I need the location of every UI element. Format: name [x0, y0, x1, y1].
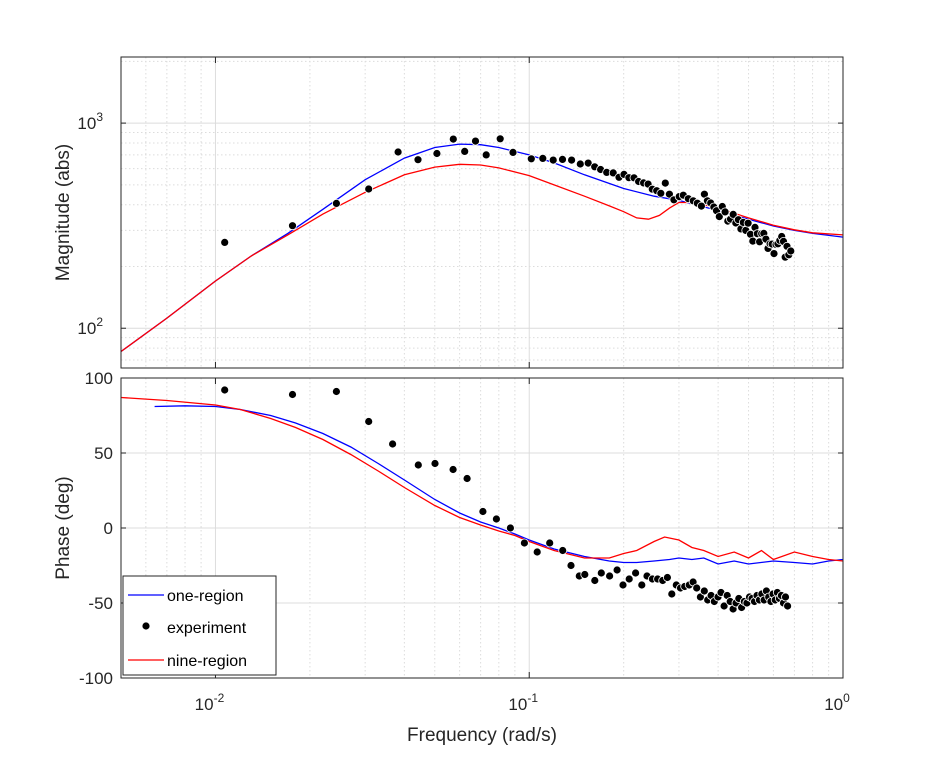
phase-experiment-point	[783, 601, 792, 611]
magnitude-experiment-point	[608, 168, 618, 178]
phase-experiment-point	[663, 573, 672, 582]
phase-experiment-point	[580, 570, 590, 579]
magnitude-experiment-point	[575, 159, 585, 169]
phase-series	[120, 385, 844, 614]
phase-experiment-point	[699, 586, 709, 596]
magnitude-experiment-point	[567, 155, 576, 165]
magnitude-grid	[121, 57, 843, 368]
phase-experiment-point	[331, 387, 341, 396]
phase-experiment-point	[596, 568, 606, 578]
phase-experiment-point	[364, 417, 374, 426]
magnitude-experiment-point	[481, 150, 491, 160]
phase-experiment-point	[781, 592, 790, 602]
phase-experiment-point	[462, 474, 472, 483]
phase-experiment-point	[637, 580, 647, 590]
legend: one-region experiment nine-region	[122, 575, 277, 676]
magnitude-experiment-point	[220, 237, 230, 247]
magnitude-experiment-point	[583, 158, 593, 168]
phase-experiment-point	[631, 568, 640, 578]
phase-experiment-point	[478, 507, 488, 516]
phase-experiment-point	[590, 576, 600, 585]
magnitude-experiment-point	[460, 146, 470, 156]
phase-ytick-label: -100	[79, 669, 113, 688]
magnitude-experiment-point	[538, 153, 548, 163]
magnitude-experiment-point	[393, 147, 403, 157]
magnitude-ylabel: Magnitude (abs)	[53, 144, 74, 281]
magnitude-experiment-point	[728, 209, 738, 219]
phase-experiment-point	[288, 390, 297, 399]
magnitude-experiment-point	[413, 155, 423, 165]
magnitude-experiment-point	[448, 134, 458, 144]
phase-experiment-point	[719, 601, 729, 611]
phase-xtick-label: 100	[824, 691, 850, 714]
phase-experiment-point	[505, 523, 515, 533]
magnitude-ytick-label: 102	[77, 315, 103, 338]
frequency-xlabel: Frequency (rad/s)	[407, 725, 557, 746]
magnitude-axes-box	[120, 56, 844, 369]
phase-ytick-label: 0	[104, 519, 113, 538]
phase-panel: -100 -50 0 50 100 10-2 10-1 100 Phase (deg) Fre…	[53, 369, 850, 746]
phase-experiment-point	[388, 439, 398, 449]
magnitude-experiment-point	[720, 207, 730, 217]
phase-ytick-label: 50	[94, 444, 113, 463]
phase-experiment-point	[220, 385, 230, 395]
magnitude-experiment-point	[714, 212, 724, 222]
phase-experiment-point	[532, 547, 542, 557]
magnitude-ticks: 102 103	[77, 57, 844, 368]
magnitude-series	[120, 134, 844, 353]
magnitude-experiment-point	[364, 184, 374, 194]
phase-experiment-point	[692, 583, 702, 593]
phase-one-region-line	[154, 405, 844, 565]
phase-experiment-point	[430, 459, 440, 468]
magnitude-ytick-label: 103	[77, 110, 103, 133]
magnitude-panel: 102 103 Magnitude (abs)	[53, 56, 844, 369]
magnitude-experiment-point	[769, 249, 779, 259]
magnitude-experiment-point	[743, 218, 753, 228]
legend-experiment-label: experiment	[167, 620, 247, 637]
phase-experiment-point	[448, 465, 458, 474]
magnitude-experiment-point	[558, 154, 567, 164]
phase-experiment-point	[624, 574, 634, 584]
magnitude-experiment-point	[548, 155, 558, 165]
magnitude-experiment-point	[288, 221, 297, 231]
magnitude-experiment-point	[495, 134, 505, 144]
magnitude-experiment-point	[660, 178, 670, 188]
magnitude-experiment-point	[331, 198, 341, 208]
phase-nine-region-line	[120, 396, 844, 562]
phase-experiment-point	[618, 580, 628, 590]
magnitude-experiment-point	[432, 149, 442, 158]
phase-ytick-label: 100	[85, 369, 113, 388]
magnitude-experiment-point	[697, 201, 706, 211]
magnitude-experiment-point	[786, 246, 796, 256]
magnitude-experiment-point	[471, 136, 480, 146]
phase-experiment-point	[667, 589, 677, 599]
legend-one-region-label: one-region	[167, 588, 244, 605]
phase-experiment-point	[566, 561, 576, 570]
phase-xtick-label: 10-2	[195, 691, 225, 714]
phase-xtick-label: 10-1	[508, 691, 538, 714]
phase-experiment-point	[558, 546, 568, 555]
phase-experiment-point	[605, 571, 614, 581]
magnitude-experiment-point	[508, 147, 518, 157]
phase-experiment-point	[520, 538, 529, 548]
phase-ylabel: Phase (deg)	[53, 476, 74, 580]
phase-experiment-point	[612, 565, 622, 575]
magnitude-experiment-point	[656, 188, 666, 198]
phase-ticks: -100 -50 0 50 100 10-2 10-1 100	[79, 369, 850, 714]
legend-experiment-swatch	[141, 621, 151, 631]
magnitude-experiment-point	[526, 154, 536, 164]
phase-experiment-point	[413, 460, 423, 470]
phase-experiment-point	[491, 514, 501, 524]
phase-experiment-point	[545, 538, 555, 548]
phase-ytick-label: -50	[88, 594, 113, 613]
legend-nine-region-label: nine-region	[167, 653, 247, 670]
